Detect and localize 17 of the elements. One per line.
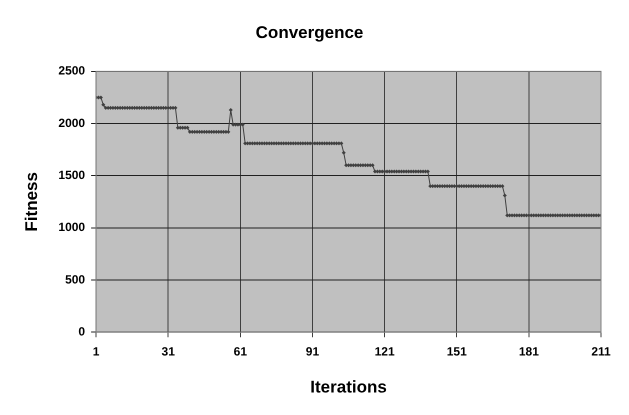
y-tick-label: 0 (78, 324, 86, 339)
x-tick-label: 61 (234, 344, 248, 359)
x-tick-label: 91 (306, 344, 320, 359)
y-tick-label: 2500 (58, 64, 86, 78)
x-tick-label: 31 (162, 344, 176, 359)
y-tick-label: 1000 (58, 220, 86, 234)
y-axis-title: Fitness (22, 172, 41, 232)
y-tick-label: 500 (65, 272, 86, 286)
x-tick-label: 181 (518, 344, 540, 359)
y-tick-label: 1500 (58, 168, 86, 182)
x-tick-label: 1 (92, 344, 100, 359)
x-tick-label: 151 (446, 344, 468, 359)
y-tick-label: 2000 (58, 116, 86, 130)
x-tick-label: 121 (374, 344, 395, 359)
chart-title: Convergence (256, 22, 364, 42)
x-tick-label: 211 (591, 344, 612, 359)
x-axis-title: Iterations (310, 377, 387, 396)
